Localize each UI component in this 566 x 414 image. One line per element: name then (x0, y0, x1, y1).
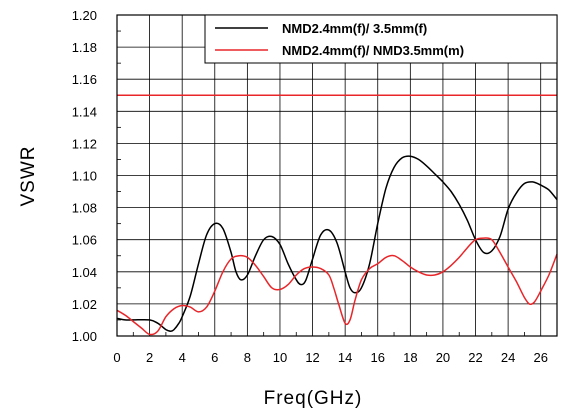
y-tick-label: 1.14 (72, 104, 97, 119)
series-line-1 (116, 155, 558, 332)
y-tick-label: 1.00 (72, 329, 97, 344)
legend-label-series-2: NMD2.4mm(f)/ NMD3.5mm(m) (282, 43, 464, 58)
x-tick-label: 10 (273, 350, 287, 365)
x-tick-label: 22 (468, 350, 482, 365)
x-tick-label: 24 (501, 350, 515, 365)
y-tick-label: 1.04 (72, 265, 97, 280)
y-axis-title: VSWR (18, 146, 39, 207)
x-axis-title: Freq(GHz) (264, 388, 363, 409)
legend-label-series-1: NMD2.4mm(f)/ 3.5mm(f) (282, 21, 427, 36)
legend: NMD2.4mm(f)/ 3.5mm(f) NMD2.4mm(f)/ NMD3.… (204, 14, 558, 64)
series-layer (116, 94, 558, 336)
y-tick-label: 1.20 (72, 8, 97, 23)
y-tick-labels: 1.00 1.02 1.04 1.06 1.08 1.10 1.12 1.14 1.16 1.18… (72, 8, 97, 344)
series-line-2 (116, 237, 558, 336)
y-tick-label: 1.08 (72, 201, 97, 216)
x-tick-label: 20 (436, 350, 450, 365)
y-tick-label: 1.16 (72, 72, 97, 87)
x-tick-label: 2 (146, 350, 153, 365)
y-tick-label: 1.12 (72, 136, 97, 151)
x-tick-labels: 0 2 4 6 8 10 12 14 16 18 20 22 24 26 (113, 350, 548, 365)
x-tick-label: 16 (371, 350, 385, 365)
x-tick-label: 26 (533, 350, 547, 365)
legend-box (204, 14, 558, 64)
y-tick-label: 1.10 (72, 169, 97, 184)
x-tick-label: 6 (211, 350, 218, 365)
x-tick-label: 14 (338, 350, 352, 365)
y-tick-label: 1.06 (72, 233, 97, 248)
y-tick-label: 1.02 (72, 297, 97, 312)
x-tick-label: 4 (179, 350, 186, 365)
y-tick-label: 1.18 (72, 40, 97, 55)
x-tick-label: 8 (244, 350, 251, 365)
x-tick-label: 12 (305, 350, 319, 365)
x-tick-label: 18 (403, 350, 417, 365)
x-tick-label: 0 (113, 350, 120, 365)
minor-ticks (117, 30, 525, 336)
